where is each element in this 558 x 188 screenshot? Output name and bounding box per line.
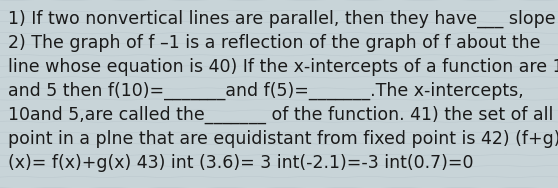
Text: line whose equation is 40) If the x-intercepts of a function are 10: line whose equation is 40) If the x-inte…	[8, 58, 558, 76]
Text: point in a plne that are equidistant from fixed point is 42) (f+g): point in a plne that are equidistant fro…	[8, 130, 558, 148]
Text: 10and 5,are called the_______ of the function. 41) the set of all: 10and 5,are called the_______ of the fun…	[8, 106, 554, 124]
Text: and 5 then f(10)=_______and f(5)=_______.The x-intercepts,: and 5 then f(10)=_______and f(5)=_______…	[8, 82, 524, 100]
Text: 1) If two nonvertical lines are parallel, then they have___ slope: 1) If two nonvertical lines are parallel…	[8, 10, 556, 28]
Text: (x)= f(x)+g(x) 43) int (3.6)= 3 int(-2.1)=-3 int(0.7)=0: (x)= f(x)+g(x) 43) int (3.6)= 3 int(-2.1…	[8, 154, 474, 172]
Text: 2) The graph of f –1 is a reflection of the graph of f about the: 2) The graph of f –1 is a reflection of …	[8, 34, 541, 52]
